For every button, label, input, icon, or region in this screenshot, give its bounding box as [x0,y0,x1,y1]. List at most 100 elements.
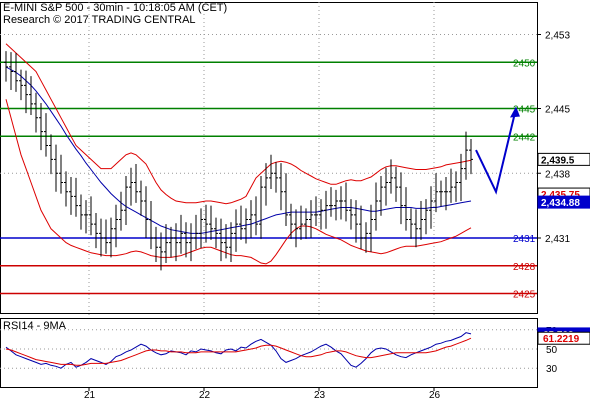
price-bar [289,203,293,239]
price-bar [464,131,468,180]
upper-bollinger-band [5,43,472,205]
price-bar [54,144,58,192]
rsi-label: RSI14 - 9MA [3,320,66,332]
price-bar [264,163,268,206]
price-bar [134,164,138,203]
price-bar [154,226,158,263]
price-bar [49,134,53,175]
price-bar [429,186,433,229]
price-bar [394,166,398,202]
price-bar [274,162,278,193]
price-tag-label: 2,439.5 [541,155,575,166]
price-bar [409,208,413,239]
forecast-arrow-line [475,108,517,195]
level-label-2425: 2425 [513,290,536,301]
price-bar [119,191,123,231]
price-bar [64,171,68,207]
price-bar [34,92,38,133]
x-axis: 21 22 23 26 [84,387,441,400]
price-bar [259,176,263,239]
price-bar [39,102,43,151]
price-tick-label: 2,453 [545,31,570,42]
price-bar [29,76,33,115]
rsi-panel: 70503065.70361.2219 [0,318,590,388]
price-bar [4,51,8,82]
price-bar [299,205,303,240]
price-bar [239,205,243,240]
price-bar [59,154,63,194]
price-bar [9,52,13,90]
price-bar [329,187,333,217]
price-bar [219,218,223,262]
price-bar [69,176,73,215]
price-bar [149,201,153,250]
price-bar [129,167,133,206]
price-tag-box [537,195,590,209]
price-bar [174,223,178,262]
price-bar [224,224,228,259]
price-bar [319,199,323,230]
price-bar [269,154,273,189]
rsi-tag-label: 61.2219 [543,334,580,345]
price-bar [459,153,463,201]
level-label-2445: 2445 [513,105,536,116]
price-bar [434,173,438,213]
level-label-2431: 2431 [513,234,536,245]
price-tag-label: 2,434.88 [541,198,580,209]
price-bar [284,173,288,226]
price-bar [234,209,238,252]
price-bar [229,222,233,263]
price-bar [469,139,473,175]
price-bar [99,218,103,257]
price-bar [44,113,48,157]
x-tick-label: 22 [199,390,211,400]
price-tick-label: 2,431 [545,234,570,245]
price-bar [24,70,28,114]
price-bar [334,189,338,221]
price-bar [294,209,298,248]
price-bar [279,163,283,211]
price-bar [159,232,163,271]
price-panel: 2,453 2,445 2,438 2,431 2450 2445 2442 2431 2428… [0,2,590,387]
price-bar [254,196,258,236]
forecast-arrow-head [510,106,520,118]
price-bar [314,196,318,226]
price-bar [104,219,108,254]
rsi-tag-box [537,331,590,345]
price-bar [244,208,248,244]
price-bar [169,226,173,258]
price-bar [349,199,353,230]
lower-bollinger-band [5,99,472,265]
price-bar [214,217,218,249]
price-bar [324,190,328,229]
x-tick-label: 21 [84,390,96,400]
price-bar [189,223,193,262]
price-bar [179,214,183,254]
rsi-tick-label: 50 [546,345,558,356]
price-tick-label: 2,445 [545,105,570,116]
price-bar [344,182,348,222]
price-bar [379,176,383,216]
price-tag-label: 2,435.75 [541,190,580,201]
price-bar [354,200,358,243]
price-bar [364,222,368,253]
x-tick-label: 23 [314,390,326,400]
price-bar [249,200,253,238]
price-bar [374,182,378,231]
price-bar [424,199,428,235]
price-bar [304,208,308,239]
price-bar [439,180,443,207]
price-bar [454,171,458,202]
price-bar [114,204,118,248]
price-bar [94,213,98,249]
chart-title: E-MINI S&P 500 - 30min - 10:18:05 AM (CE… [3,2,228,14]
price-bar [339,186,343,220]
price-bar [14,53,18,92]
level-label-2428: 2428 [513,262,536,273]
price-bar [89,196,93,236]
price-bar [404,187,408,231]
price-bar [359,205,363,250]
price-bar [184,222,188,258]
price-bar [199,208,203,249]
